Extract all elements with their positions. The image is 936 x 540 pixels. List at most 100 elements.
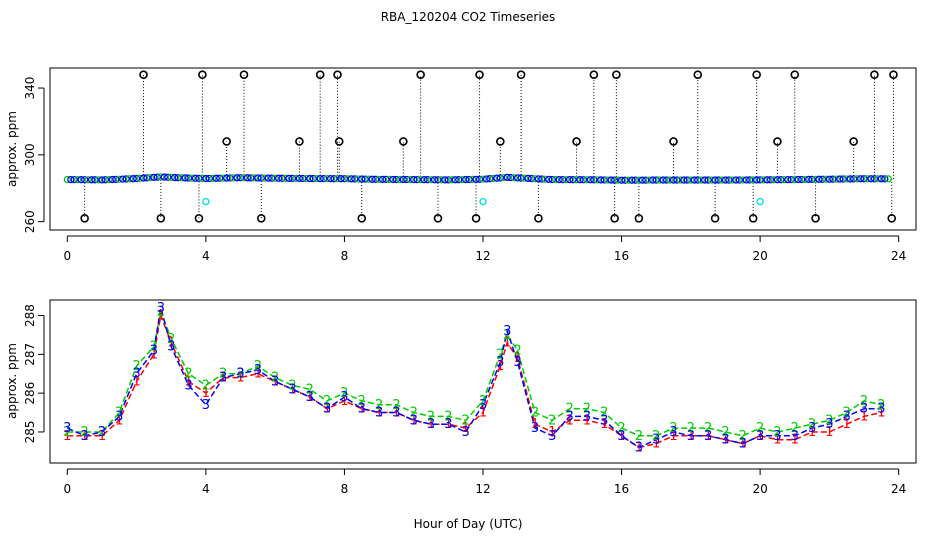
series-2-point: 2 (98, 425, 106, 440)
baseline-point (531, 175, 539, 183)
baseline-point (579, 176, 588, 184)
baseline-point (659, 176, 667, 184)
spike-point (811, 214, 820, 223)
baseline-point (635, 176, 643, 184)
baseline-point (420, 176, 428, 184)
series-2-point: 2 (565, 402, 573, 417)
series-1-point: 1 (860, 409, 868, 424)
series-3-point: 3 (565, 409, 573, 424)
baseline-point (63, 175, 71, 184)
series-3-point: 3 (583, 409, 591, 424)
baseline-point (299, 174, 307, 183)
baseline-point (791, 175, 799, 184)
series-1-point: 1 (479, 406, 487, 421)
baseline-point (451, 176, 459, 184)
baseline-point (798, 175, 806, 184)
series-3-point: 3 (157, 301, 165, 316)
series-3-point: 3 (80, 429, 88, 444)
series-1-point: 1 (503, 336, 511, 351)
baseline-point (344, 175, 352, 183)
series-3-line (66, 307, 882, 449)
baseline-point (375, 175, 383, 184)
baseline-point (302, 174, 310, 183)
baseline-point (569, 176, 577, 184)
series-2-point: 2 (756, 421, 764, 436)
baseline-point (455, 176, 463, 184)
series-3-point: 3 (219, 371, 227, 386)
spike-point (475, 70, 484, 79)
series-1-point: 1 (617, 429, 625, 444)
baseline-point (552, 175, 560, 184)
baseline-point (229, 174, 238, 182)
series-1-point: 1 (375, 406, 383, 421)
series-2-point: 2 (80, 425, 88, 440)
series-3-point: 3 (687, 429, 695, 444)
spike-point (669, 137, 678, 146)
series-2-point: 2 (375, 398, 383, 413)
spike-point (790, 70, 800, 79)
baseline-point (198, 174, 207, 183)
baseline-point (91, 176, 99, 184)
spike-point (239, 70, 249, 79)
series-2-point: 2 (115, 406, 123, 421)
series-3-point: 3 (340, 390, 348, 405)
baseline-point (216, 174, 224, 182)
baseline-point (316, 174, 324, 183)
bottom-x-tick-label: 24 (891, 482, 906, 496)
baseline-point (132, 174, 141, 183)
series-3-point: 3 (254, 363, 262, 378)
baseline-point (261, 174, 269, 182)
top-panel: 0 4 8 12 16 20 24 260 300 340 approx. ppm (5, 67, 917, 263)
series-2-point: 2 (254, 359, 262, 374)
spike-point (433, 214, 443, 223)
baseline-point (77, 176, 85, 184)
baseline-point (822, 175, 830, 183)
series-1-point: 1 (184, 375, 192, 390)
spike-point (295, 137, 304, 146)
baseline-point (773, 176, 782, 184)
series-2-point: 2 (877, 398, 885, 413)
baseline-point (413, 175, 421, 184)
series-1-point: 1 (219, 371, 227, 386)
series-3-point: 3 (513, 355, 521, 370)
baseline-point (877, 175, 886, 183)
series-1-point: 1 (739, 437, 747, 452)
series-3-point: 3 (825, 417, 833, 432)
series-1-point: 1 (600, 417, 608, 432)
baseline-point (593, 176, 601, 184)
baseline-point (448, 176, 456, 184)
baseline-point (673, 176, 681, 184)
baseline-point (694, 176, 702, 184)
baseline-point (874, 175, 882, 183)
bottom-y-tick-label: 288 (23, 304, 37, 327)
series-3-point: 3 (462, 425, 470, 440)
baseline-point (763, 176, 771, 184)
baseline-point (295, 174, 304, 183)
series-1-point: 1 (157, 309, 165, 324)
baseline-point (541, 175, 550, 183)
baseline-point (416, 175, 425, 184)
series-1-point: 1 (63, 429, 71, 444)
baseline-point (479, 175, 487, 183)
baseline-point (794, 175, 802, 184)
baseline-point (784, 175, 792, 184)
baseline-point (143, 174, 151, 182)
baseline-point (365, 175, 373, 183)
bottom-x-axis: 0 4 8 12 16 20 24 (63, 468, 906, 496)
baseline-point (423, 176, 432, 184)
baseline-point (600, 176, 608, 184)
baseline-point (385, 175, 394, 184)
baseline-point (292, 174, 300, 183)
baseline-point (347, 175, 356, 183)
baseline-point (538, 175, 546, 183)
baseline-point (742, 176, 750, 184)
series-3-point: 3 (63, 421, 71, 436)
baseline-point (725, 176, 733, 184)
top-y-axis: 260 300 340 (23, 77, 45, 233)
series-2-point: 2 (219, 367, 227, 382)
baseline-point (392, 175, 401, 184)
series-1-point: 1 (427, 417, 435, 432)
bottom-x-tick-label: 12 (475, 482, 490, 496)
series-3-point: 3 (323, 402, 331, 417)
